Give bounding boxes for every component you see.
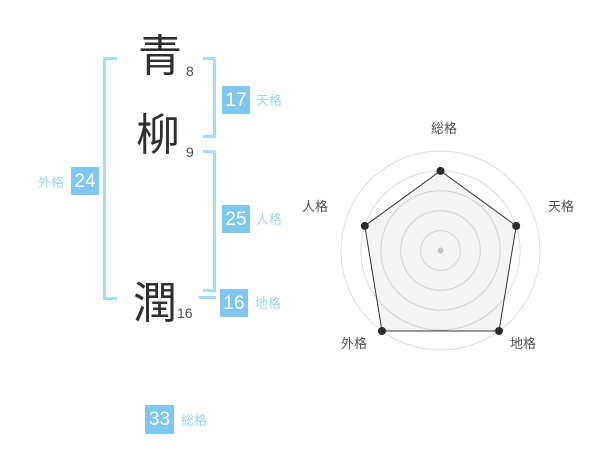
radar-axis-label-gaikaku: 外格 — [341, 336, 368, 351]
radar-grid-ring — [420, 230, 461, 271]
tenkaku-value-box: 17 — [222, 86, 250, 114]
radar-data-polygon — [364, 170, 517, 332]
radar-grid-ring — [400, 210, 481, 291]
chikaku-value-box: 16 — [220, 289, 248, 317]
tenkaku-label: 天格 — [256, 93, 283, 108]
radar-data-point — [360, 221, 369, 230]
soukaku-label: 総格 — [181, 413, 208, 428]
soukaku-value-box: 33 — [145, 405, 174, 434]
gaikaku-label: 外格 — [38, 175, 65, 190]
jinkaku-value-box: 25 — [222, 205, 250, 233]
radar-svg — [340, 150, 541, 351]
jinkaku-bracket — [203, 150, 216, 292]
given-char-1-stroke-count: 16 — [177, 305, 193, 321]
radar-data-point — [436, 166, 445, 175]
radar-data-point — [378, 327, 386, 335]
radar-chart: 総格 天格 地格 外格 人格 — [300, 110, 590, 370]
radar-grid-ring — [340, 150, 541, 351]
chikaku-label: 地格 — [255, 296, 282, 311]
surname-char-1: 青 — [138, 32, 182, 81]
radar-axis-label-tenkaku: 天格 — [548, 199, 575, 214]
radar-axis-label-jinkaku: 人格 — [302, 199, 329, 214]
radar-data-point — [512, 221, 521, 230]
radar-axis-label-chikaku: 地格 — [510, 336, 537, 351]
radar-center-dot — [437, 247, 444, 254]
radar-axis-label-soukaku: 総格 — [430, 121, 458, 136]
gaikaku-value-box: 24 — [71, 167, 99, 195]
chikaku-tick — [199, 296, 216, 299]
gaikaku-bracket — [103, 57, 117, 300]
surname-char-2-stroke-count: 9 — [186, 144, 194, 160]
surname-char-2: 柳 — [136, 111, 180, 160]
surname-char-1-stroke-count: 8 — [186, 63, 194, 79]
radar-grid-ring — [380, 190, 501, 311]
jinkaku-label: 人格 — [256, 212, 283, 227]
tenkaku-bracket — [203, 57, 216, 138]
radar-data-point — [495, 327, 503, 335]
given-char-1: 潤 — [133, 279, 177, 328]
